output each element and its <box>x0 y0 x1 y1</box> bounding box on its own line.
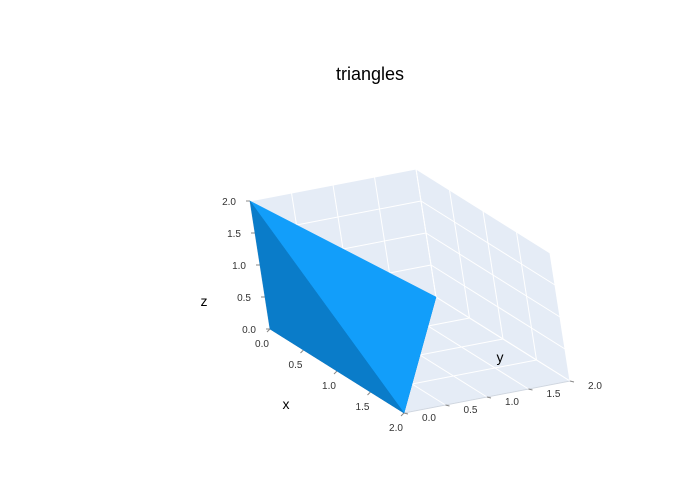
y-tick-label: 1.0 <box>505 397 519 408</box>
mesh-surface[interactable] <box>249 200 437 414</box>
grid-line-z <box>430 264 566 350</box>
z-tick-label: 1.5 <box>227 229 241 240</box>
y-tick-label: 0.5 <box>464 405 478 416</box>
x-tick-mark <box>300 349 304 354</box>
x-tick-label: 0.0 <box>255 339 269 350</box>
mesh-face[interactable] <box>249 200 405 414</box>
y-tick-mark <box>445 404 450 407</box>
z-tick-label: 1.0 <box>232 261 246 272</box>
y-tick-label: 0.0 <box>422 413 436 424</box>
x-tick-label: 2.0 <box>389 423 403 434</box>
y-axis-title: y <box>497 349 504 365</box>
y-tick-mark <box>486 396 492 399</box>
z-tick-label: 0.5 <box>237 293 251 304</box>
z-axis-title: z <box>201 293 208 309</box>
grid-line-z <box>415 168 551 254</box>
y-tick-label: 1.5 <box>547 389 561 400</box>
grid-line-z <box>435 296 571 382</box>
y-tick-label: 2.0 <box>588 381 602 392</box>
grid-line-z <box>425 232 561 318</box>
y-tick-mark <box>528 388 533 391</box>
x-axis-title: x <box>283 396 290 412</box>
x-tick-mark <box>400 412 405 417</box>
x-tick-mark <box>367 391 371 396</box>
z-tick-label: 0.0 <box>242 325 256 336</box>
x-tick-label: 1.5 <box>356 402 370 413</box>
tick-labels: 0.0 0.5 1.0 1.5 2.0 0.0 0.5 1.0 1.5 2.0 0.0 0.5 1.0 1… <box>222 197 602 434</box>
y-tick-mark <box>569 380 575 383</box>
grid-line-z <box>420 200 556 286</box>
x-tick-label: 1.0 <box>322 381 336 392</box>
chart-title: triangles <box>336 64 404 84</box>
x-tick-mark <box>333 370 338 375</box>
grid-line-z <box>249 168 417 202</box>
z-tick-label: 2.0 <box>222 197 236 208</box>
y-tick-mark <box>403 412 409 415</box>
x-tick-label: 0.5 <box>289 360 303 371</box>
